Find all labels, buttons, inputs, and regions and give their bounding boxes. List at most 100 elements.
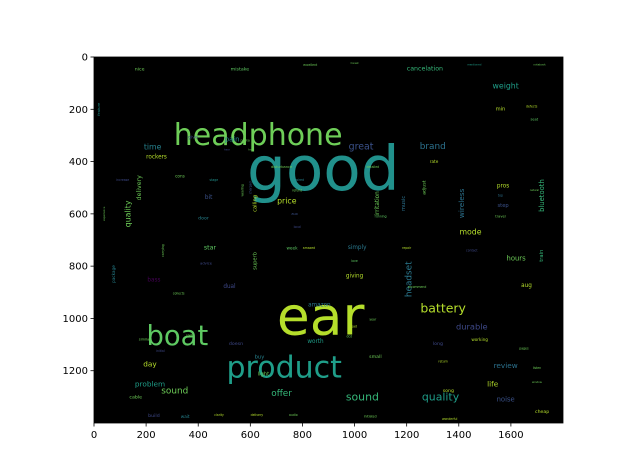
word-train: train bbox=[539, 250, 545, 262]
word-pakka: pakka bbox=[240, 139, 249, 143]
word-package: package bbox=[111, 265, 116, 283]
word-product: product bbox=[227, 351, 343, 386]
word-calling: calling bbox=[253, 195, 259, 212]
word-amazed: amazed bbox=[303, 246, 315, 250]
word-travel: travel bbox=[495, 214, 505, 218]
word-love: love bbox=[351, 259, 358, 263]
word-aux: aux bbox=[291, 212, 298, 216]
word-return: return bbox=[438, 360, 447, 364]
word-clarity: clarity bbox=[214, 413, 224, 417]
x-tick-label: 600 bbox=[241, 430, 260, 441]
word-problem: problem bbox=[135, 379, 165, 388]
word-day: day bbox=[143, 360, 157, 369]
word-amazon: amazon bbox=[308, 302, 331, 308]
word-cost: cost bbox=[186, 333, 193, 337]
word-top: top bbox=[498, 194, 503, 198]
word-initial: initial bbox=[156, 349, 165, 353]
word-charged: charged bbox=[248, 181, 252, 194]
word-adjust: adjust bbox=[421, 180, 427, 195]
word-star: star bbox=[204, 244, 217, 251]
word-delivery: delivery bbox=[136, 175, 143, 201]
plot-area bbox=[94, 57, 563, 423]
word-hours: hours bbox=[507, 254, 527, 262]
word-refund: refund bbox=[292, 188, 302, 192]
word-nice: nice bbox=[135, 67, 145, 73]
word-listen: listen bbox=[533, 366, 541, 370]
word-price: price bbox=[277, 196, 297, 205]
word-recommend: recommend bbox=[408, 285, 427, 289]
word-bluetooth: bluetooth bbox=[538, 179, 546, 212]
x-tick-label: 1400 bbox=[446, 430, 471, 441]
word-year: year bbox=[369, 318, 377, 322]
word-worth: worth bbox=[307, 339, 324, 345]
axes-frame bbox=[93, 56, 564, 424]
x-tick-label: 1600 bbox=[498, 430, 523, 441]
word-seat: seat bbox=[530, 118, 538, 122]
word-detailed: detailed bbox=[367, 165, 380, 169]
word-weight: weight bbox=[493, 81, 519, 90]
word-layer: good ear headphone product boat battery qualit… bbox=[97, 62, 549, 421]
word-song: song bbox=[443, 389, 454, 394]
y-tick-label: 800 bbox=[69, 262, 88, 273]
word-boat: boat bbox=[147, 321, 209, 352]
word-quality: quality bbox=[123, 200, 132, 227]
word-brand: brand bbox=[420, 142, 446, 152]
word-local: local bbox=[294, 225, 301, 229]
word-dual: dual bbox=[223, 284, 236, 290]
word-giving: giving bbox=[346, 274, 364, 280]
x-tick-label: 400 bbox=[189, 430, 208, 441]
word-delivery: delivery bbox=[251, 413, 264, 417]
word-carrying: carrying bbox=[161, 244, 165, 257]
word-excellent: excellent bbox=[303, 63, 318, 67]
word-great: great bbox=[349, 142, 374, 153]
word-life: life bbox=[487, 379, 499, 388]
word-natural: natural bbox=[530, 188, 540, 192]
word-bass: bass bbox=[147, 278, 160, 284]
word-repair: repair bbox=[402, 246, 412, 250]
y-tick-label: 0 bbox=[82, 53, 88, 64]
word-headset: headset bbox=[404, 261, 414, 297]
word-headphone: headphone bbox=[174, 118, 343, 153]
word-doesn: doesn bbox=[229, 341, 243, 347]
y-tick-label: 1200 bbox=[63, 366, 88, 377]
word-time: time bbox=[144, 143, 162, 152]
y-tick-label: 200 bbox=[69, 105, 88, 116]
x-tick-label: 0 bbox=[91, 430, 97, 441]
word-mentioned: mentioned bbox=[467, 62, 481, 66]
word-wearing: wearing bbox=[241, 184, 245, 196]
word-superb: superb bbox=[253, 251, 259, 270]
word-disturbance: disturbance bbox=[271, 165, 293, 169]
word-mistake: mistake bbox=[231, 67, 250, 73]
word-contact: contact bbox=[466, 248, 478, 252]
word-aug: aug bbox=[521, 283, 532, 289]
word-give: give bbox=[188, 135, 198, 141]
word-wireless: wireless bbox=[457, 188, 466, 218]
word-wait: wait bbox=[181, 414, 190, 419]
word-pain: pain bbox=[225, 135, 240, 143]
word-irritation: irritation bbox=[375, 191, 381, 216]
word-honest: honest bbox=[351, 62, 359, 65]
word-small: small bbox=[369, 354, 382, 360]
word-audio: audio bbox=[289, 413, 298, 417]
word-cancelation: cancelation bbox=[407, 65, 443, 72]
word-cead: cead bbox=[350, 324, 358, 328]
word-mode: mode bbox=[459, 228, 481, 237]
word-running: running bbox=[375, 214, 387, 218]
word-music: music bbox=[401, 196, 407, 211]
word-dcd: dcd bbox=[347, 335, 353, 339]
word-working: working bbox=[471, 337, 488, 342]
x-tick-label: 200 bbox=[137, 430, 156, 441]
word-quality: quality bbox=[422, 390, 460, 403]
word-review: review bbox=[494, 361, 518, 370]
word-week: week bbox=[287, 245, 299, 250]
word-hear: hear bbox=[224, 147, 231, 151]
word-min: min bbox=[496, 106, 506, 112]
word-increase: increase bbox=[116, 178, 129, 182]
word-rockers: rockers bbox=[146, 155, 167, 161]
x-tick-label: 1000 bbox=[342, 430, 367, 441]
word-sound: sound bbox=[346, 390, 379, 403]
axes-layer: 0 200 400 600 800 1000 1200 1400 1600 0 200 400 600 8… bbox=[63, 53, 564, 441]
word-ear: ear bbox=[277, 284, 365, 347]
word-sound: sound bbox=[161, 387, 188, 397]
